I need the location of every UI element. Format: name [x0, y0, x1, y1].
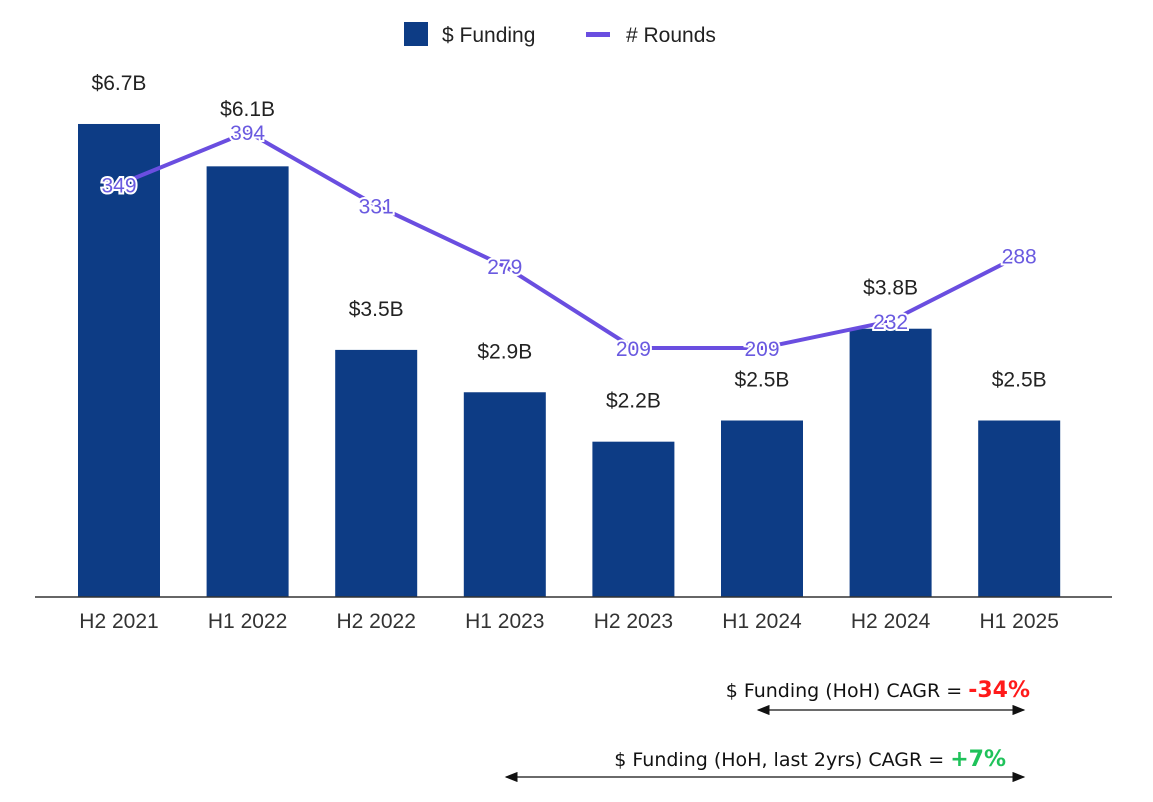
- x-tick-label: H2 2022: [336, 610, 415, 633]
- bar-value-label: $3.8B: [863, 277, 918, 300]
- rounds-point-label: 349: [101, 174, 136, 197]
- rounds-line: [118, 129, 1021, 350]
- cagr-annotations: $ Funding (HoH) CAGR = -34% $ Funding (H…: [504, 678, 1030, 783]
- legend-funding-swatch: [404, 22, 428, 46]
- rounds-point-label: 232: [873, 311, 908, 334]
- rounds-point-label: 288: [1002, 246, 1037, 269]
- bar-funding: [463, 392, 546, 597]
- legend-rounds-label: # Rounds: [626, 24, 716, 47]
- legend: $ Funding # Rounds: [404, 22, 716, 47]
- bar-funding: [849, 328, 932, 597]
- x-tick-label: H1 2022: [208, 610, 287, 633]
- x-tick-label: H2 2023: [594, 610, 673, 633]
- rounds-point-label: 331: [359, 196, 394, 219]
- rounds-point-label: 394: [230, 122, 265, 145]
- bar-value-label: $6.7B: [92, 72, 147, 95]
- cagr-note-2: $ Funding (HoH, last 2yrs) CAGR = +7%: [614, 747, 1006, 772]
- x-tick-label: H1 2023: [465, 610, 544, 633]
- bar-value-label: $3.5B: [349, 298, 404, 321]
- x-tick-label: H1 2024: [722, 610, 802, 633]
- bar-funding: [335, 349, 418, 597]
- bar-funding: [78, 123, 160, 597]
- x-tick-label: H2 2024: [851, 610, 931, 633]
- bar-value-label: $2.5B: [735, 369, 790, 392]
- x-tick-label: H2 2021: [79, 610, 158, 633]
- bar-funding: [206, 166, 289, 597]
- legend-funding-label: $ Funding: [442, 24, 535, 47]
- rounds-point-label: 279: [487, 256, 522, 279]
- bar-funding: [721, 420, 803, 597]
- rounds-point-label: 209: [744, 338, 779, 361]
- bar-value-label: $6.1B: [220, 98, 275, 121]
- x-tick-label: H1 2025: [979, 610, 1058, 633]
- rounds-point-label: 209: [616, 338, 651, 361]
- cagr-note-1: $ Funding (HoH) CAGR = -34%: [726, 678, 1030, 703]
- bar-funding: [592, 441, 675, 597]
- bar-value-label: $2.2B: [606, 390, 661, 413]
- legend-rounds-swatch: [586, 32, 610, 37]
- bar-value-label: $2.5B: [992, 369, 1047, 392]
- bar-value-label: $2.9B: [477, 340, 532, 363]
- bar-funding: [978, 420, 1061, 597]
